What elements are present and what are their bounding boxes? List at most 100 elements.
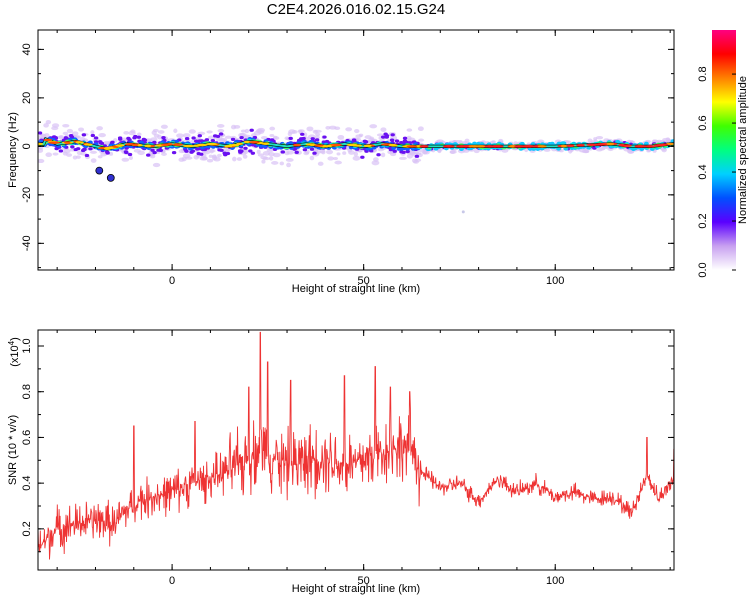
spectral-sample-faint xyxy=(45,119,52,125)
spectral-sample-mid xyxy=(302,148,308,152)
spectral-sample-mid xyxy=(322,135,327,139)
figure-title: C2E4.2026.016.02.15.G24 xyxy=(267,1,445,18)
spectral-sample-faint xyxy=(353,151,359,157)
spectral-peak-sample xyxy=(205,142,218,146)
spectral-sample-faint xyxy=(176,133,184,138)
spectral-sample-faint xyxy=(185,156,193,160)
spectral-peak-sample xyxy=(224,145,233,148)
y-tick-label: -20 xyxy=(21,187,33,203)
snr-panel: 0 50 100 0.2 0.4 0.6 0.8 1.0 Height of straigh… xyxy=(7,329,675,595)
y-tick-label: 0.4 xyxy=(21,475,33,490)
spectral-sample-faint xyxy=(150,137,158,142)
spectral-sample-faint xyxy=(178,157,185,162)
spectral-sample-core xyxy=(396,147,402,151)
spectral-peak-sample xyxy=(514,145,526,148)
spectral-sample-faint xyxy=(230,124,237,130)
spectral-sample-faint xyxy=(376,133,384,137)
spectral-sample-faint xyxy=(319,148,326,154)
x-tick-label: 0 xyxy=(169,575,175,587)
spectral-sample-faint xyxy=(565,140,572,145)
spectral-sample-mid xyxy=(171,150,177,155)
spectral-peak-sample xyxy=(313,144,324,147)
spectral-sample-core xyxy=(639,147,645,151)
spectral-sample-faint xyxy=(584,149,590,154)
spectral-sample-faint xyxy=(137,132,142,137)
spectral-peak-sample xyxy=(468,145,481,148)
spectral-sample-faint xyxy=(188,129,196,134)
spectral-sample-faint xyxy=(206,130,213,134)
spectral-sample-faint xyxy=(461,140,469,145)
spectral-sample-mid xyxy=(197,134,202,138)
spectral-peak-sample xyxy=(182,144,195,148)
x-tick-label: 100 xyxy=(546,275,564,287)
spectral-sample-faint xyxy=(380,127,387,132)
spectral-peak-sample xyxy=(84,143,93,146)
spectral-sample-mid xyxy=(90,133,96,138)
spectral-sample-mid xyxy=(402,136,408,140)
y-tick-label: 0.2 xyxy=(21,521,33,536)
spectral-sample-mid xyxy=(127,138,132,142)
spectral-sample-faint xyxy=(646,148,651,153)
spectral-sample-faint xyxy=(342,151,347,155)
spectral-sample-mid xyxy=(124,150,129,155)
spectral-sample-faint xyxy=(66,153,73,157)
spectral-sample-mid xyxy=(309,147,315,151)
spectral-peak-sample xyxy=(442,145,454,148)
spectral-peak-sample xyxy=(38,142,44,146)
spectral-sample-mid xyxy=(248,149,253,153)
spectral-sample-faint xyxy=(261,159,266,164)
spectral-sample-faint xyxy=(454,139,463,144)
spectral-peak-sample xyxy=(166,143,174,146)
spectral-sample-faint xyxy=(62,151,68,156)
colorbar-gradient xyxy=(712,30,736,270)
spectral-sample-faint xyxy=(334,126,341,131)
spectral-sample-faint xyxy=(72,155,78,160)
spectral-sample-faint xyxy=(157,134,162,140)
spectral-sample-faint xyxy=(89,150,98,154)
spectral-peak-sample xyxy=(144,144,152,148)
spectral-sample-faint xyxy=(216,123,225,128)
spectral-sample-faint xyxy=(377,147,385,152)
spectral-sample-mid xyxy=(215,134,221,139)
spectral-sample-mid xyxy=(218,132,224,136)
spectral-sample-faint xyxy=(406,128,413,132)
spectral-sample-mid xyxy=(407,141,413,145)
snr-y-multiplier-exponent: 4 xyxy=(7,340,16,345)
spectrogram-panel: 0 50 100 -40 -20 0 20 40 Height of straight li… xyxy=(7,29,675,295)
spectral-sample-mid xyxy=(404,140,409,144)
spectral-sample-mid xyxy=(146,153,151,157)
spectral-sample-mid xyxy=(191,136,196,140)
spectral-sample-faint xyxy=(286,150,294,155)
spectral-sample-faint xyxy=(273,135,278,140)
y-tick-label: 0.6 xyxy=(21,430,33,445)
spectral-sample-mid xyxy=(88,147,93,151)
spectral-sample-mid xyxy=(269,138,275,142)
spectral-sample-mid xyxy=(219,148,224,152)
spectral-sample-faint xyxy=(58,135,64,139)
spectral-sample-faint xyxy=(288,129,296,135)
spectral-sample-faint xyxy=(406,135,412,141)
spectral-peak-sample xyxy=(132,143,139,146)
spectral-sample-faint xyxy=(79,137,86,142)
spectral-peak-sample xyxy=(524,145,535,148)
spectral-sample-faint xyxy=(260,155,268,160)
snr-y-multiplier: (x104) xyxy=(7,337,21,367)
spectral-sample-faint xyxy=(122,137,128,141)
spectral-sample-mid xyxy=(98,140,103,144)
spectral-sample-mid xyxy=(110,140,115,144)
spectral-peak-sample xyxy=(406,145,418,148)
spectral-peak-sample xyxy=(43,138,53,142)
spectral-sample-mid xyxy=(223,153,228,157)
spectral-peak-sample xyxy=(644,145,656,148)
spectral-sample-mid xyxy=(70,145,75,149)
spectral-sample-mid xyxy=(142,138,148,142)
spectral-sample-faint xyxy=(317,161,324,166)
spectral-sample-faint xyxy=(345,127,353,132)
spectral-sample-mid xyxy=(301,136,306,141)
spectral-sample-faint xyxy=(123,130,130,135)
spectral-sample-faint xyxy=(284,136,290,141)
spectral-sample-faint xyxy=(38,158,45,164)
colorbar-tick-label: 0.6 xyxy=(697,115,709,130)
spectral-sample-faint xyxy=(133,148,141,153)
spectral-sample-core xyxy=(258,144,264,148)
